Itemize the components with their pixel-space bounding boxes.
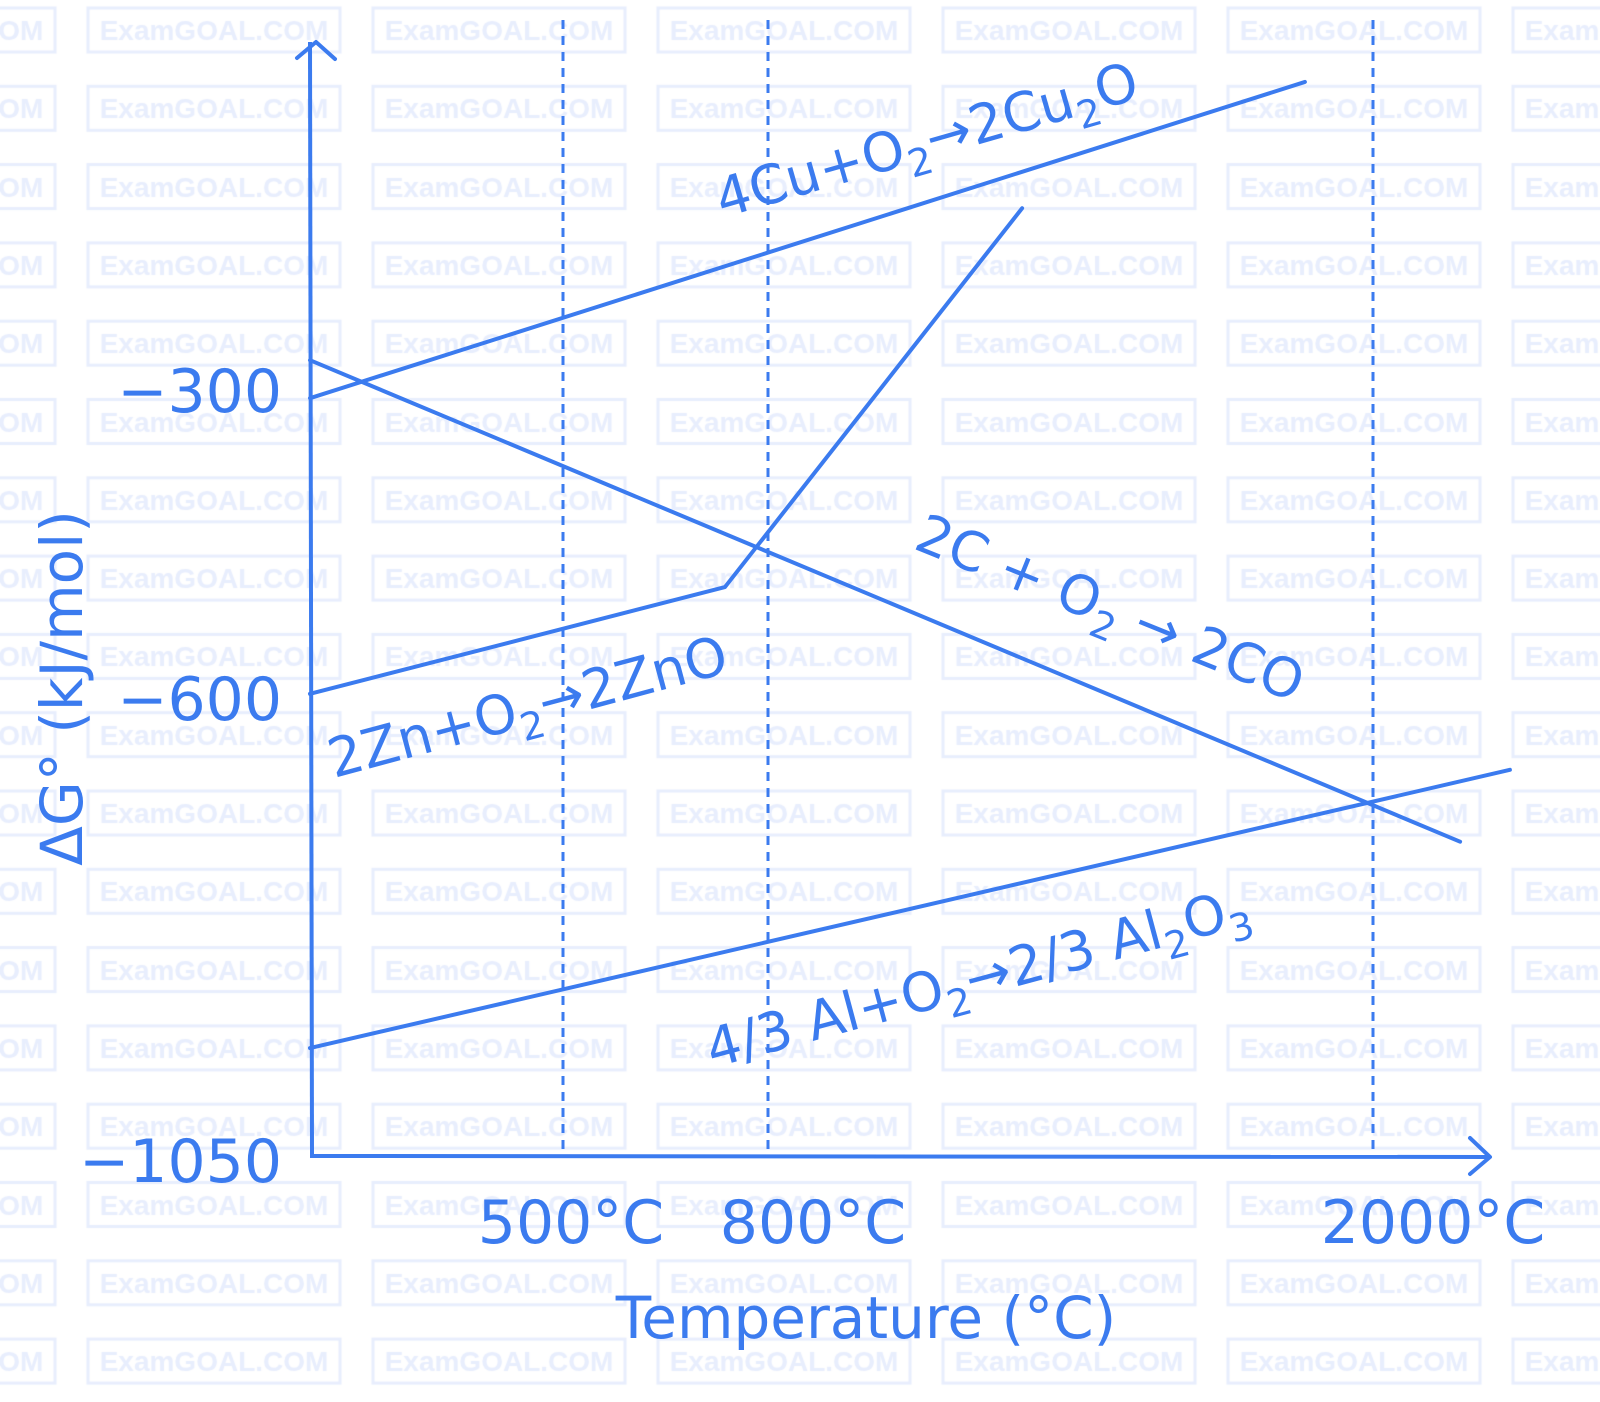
- y-axis: [308, 41, 314, 1157]
- label-segment: → 2CO: [1110, 583, 1314, 714]
- series-line-2: [308, 206, 1025, 696]
- label-segment: 2C + O: [907, 502, 1111, 633]
- series-line-1: [308, 358, 1463, 844]
- x-tick-label: 800°C: [720, 1188, 906, 1258]
- label-segment: →2Cu: [918, 68, 1081, 170]
- reaction-label-0: 4Cu+O2→2Cu2O: [708, 50, 1148, 240]
- label-segment: 4/3 Al+O: [699, 957, 951, 1081]
- reaction-label-2: 2Zn+O2→2ZnO: [321, 623, 737, 800]
- series-lines: [308, 79, 1512, 1051]
- y-tick-label: −600: [117, 665, 282, 735]
- y-tick-label: −300: [117, 357, 282, 427]
- y-tick-label: −1050: [79, 1127, 282, 1197]
- series-line-3: [308, 767, 1512, 1051]
- axes: [295, 40, 1492, 1176]
- x-axis-arrow: [1468, 1136, 1492, 1176]
- reference-lines: [561, 20, 1375, 1156]
- label-segment: →2/3 Al: [958, 898, 1169, 1011]
- reaction-label-1: 2C + O2 → 2CO: [903, 502, 1313, 724]
- x-tick-label: 500°C: [478, 1188, 664, 1258]
- subscript: 3: [1224, 903, 1259, 952]
- label-segment: 2Zn+O: [321, 680, 524, 791]
- reaction-labels: 4Cu+O2→2Cu2O 2C + O2 → 2CO 2Zn+O2→2ZnO 4/3 …: [321, 50, 1313, 1090]
- reaction-label-3: 4/3 Al+O2→2/3 Al2O3: [699, 875, 1259, 1090]
- label-segment: 4Cu+O: [708, 116, 912, 230]
- x-axis-title: Temperature (°C): [615, 1284, 1117, 1352]
- y-axis-title: ΔG° (kJ/mol): [28, 510, 96, 866]
- series-line-0: [308, 79, 1307, 401]
- label-segment: →2ZnO: [531, 623, 734, 734]
- tick-labels: 500°C 800°C 2000°C −300 −600 −1050: [79, 357, 1545, 1258]
- y-axis-arrow: [295, 40, 337, 61]
- x-tick-label: 2000°C: [1321, 1188, 1546, 1258]
- x-axis: [309, 1154, 1489, 1159]
